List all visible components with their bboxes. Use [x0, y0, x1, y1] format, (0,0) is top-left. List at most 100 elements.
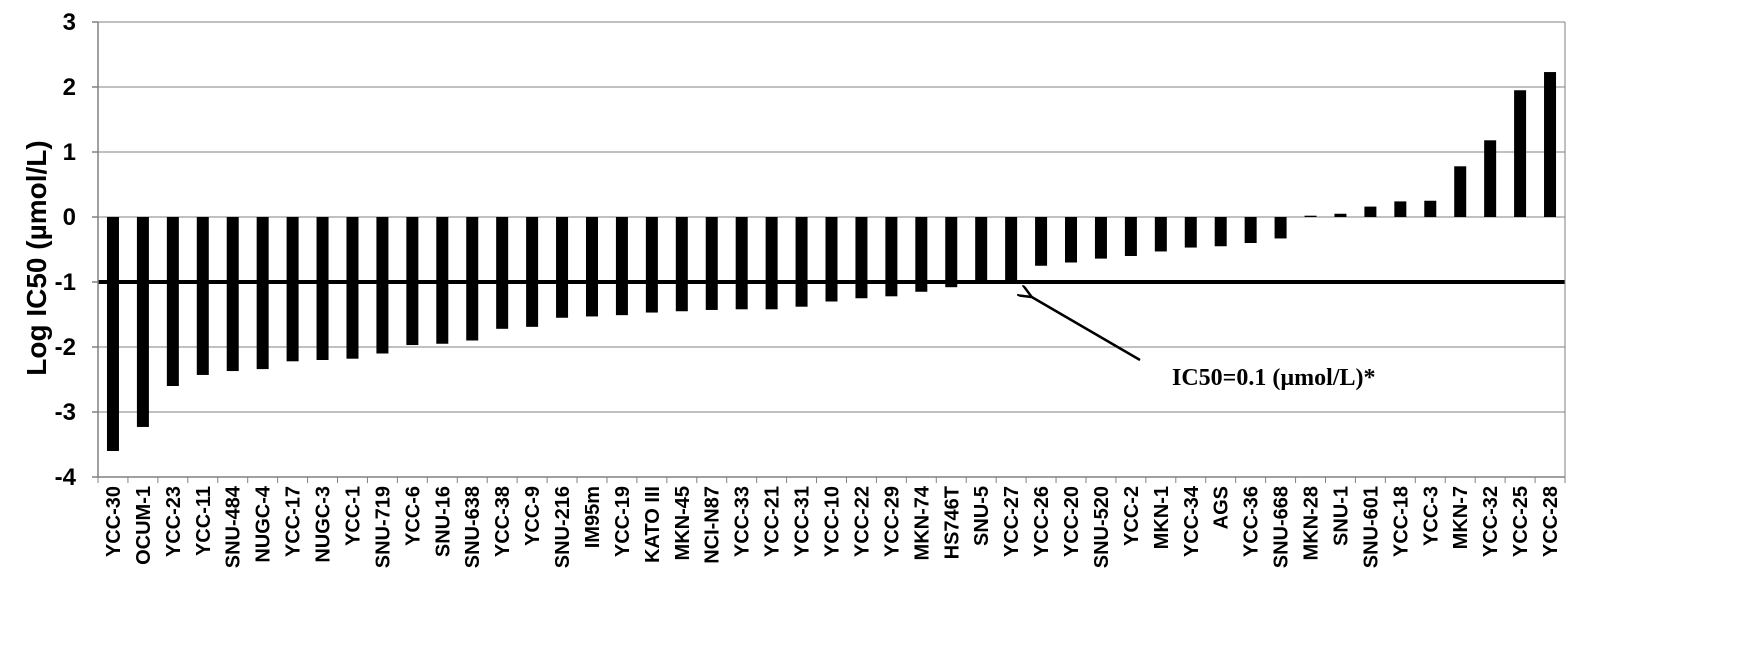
bar	[705, 217, 718, 310]
x-tick-label: YCC-9	[522, 486, 544, 546]
x-tick-label: SNU-216	[552, 486, 574, 568]
bar	[915, 217, 928, 292]
bar	[1154, 217, 1167, 252]
bar	[556, 217, 569, 318]
x-tick-label: NCI-N87	[702, 486, 724, 564]
bar	[1334, 213, 1347, 217]
bar	[615, 217, 628, 316]
annotation-group: IC50=0.1 (µmol/L)*	[1030, 296, 1376, 391]
y-tick-label: 3	[63, 9, 76, 36]
x-tick-label: YCC-32	[1480, 486, 1502, 557]
x-tick-label: YCC-38	[492, 486, 514, 557]
bar	[1094, 217, 1107, 259]
bar	[1035, 217, 1048, 266]
x-tick-label: SNU-601	[1360, 486, 1382, 568]
axes-group	[92, 21, 1566, 483]
bar	[975, 217, 988, 282]
x-tick-label: YCC-36	[1241, 486, 1263, 557]
annotation-text: IC50=0.1 (µmol/L)*	[1172, 365, 1376, 391]
bar	[1005, 217, 1018, 281]
x-tick-label: YCC-22	[851, 486, 873, 557]
x-tick-label: YCC-30	[103, 486, 125, 557]
bar	[825, 217, 838, 302]
bar	[316, 217, 329, 360]
bar	[765, 217, 778, 310]
y-axis-title: Log IC50 (µmol/L)	[21, 140, 52, 375]
bar	[1424, 200, 1437, 217]
x-tick-label: YCC-3	[1420, 486, 1442, 546]
x-tick-label: SNU-668	[1271, 486, 1293, 568]
bar	[526, 217, 539, 327]
x-tick-label: SNU-638	[462, 486, 484, 568]
annotation-arrow	[1030, 296, 1141, 362]
bar	[1274, 217, 1287, 239]
x-tick-label: IM95m	[582, 486, 604, 548]
bar	[136, 217, 149, 427]
x-tick-label: MKN-28	[1301, 486, 1323, 560]
x-tick-label: YCC-34	[1181, 485, 1203, 557]
bar	[1514, 90, 1527, 217]
bar	[496, 217, 509, 329]
bar	[1214, 217, 1227, 247]
x-tick-label: YCC-31	[792, 486, 814, 557]
bar	[1394, 201, 1407, 217]
y-tick-label: -1	[55, 269, 76, 296]
x-tick-label: MKN-1	[1151, 486, 1173, 549]
y-tick-labels: 3 2 1 0 -1 -2 -3 -4	[55, 9, 77, 491]
bar	[376, 217, 389, 354]
bar	[735, 217, 748, 310]
x-tick-label: YCC-28	[1540, 486, 1562, 557]
x-tick-label: NUGC-3	[313, 486, 335, 563]
x-tick-label: YCC-10	[822, 486, 844, 557]
x-tick-label: SNU-484	[223, 485, 245, 568]
bar	[226, 217, 239, 372]
bar	[1454, 166, 1467, 217]
y-tick-label: -2	[55, 334, 76, 361]
bar	[675, 217, 688, 312]
bar	[795, 217, 808, 307]
bar	[945, 217, 958, 288]
y-tick-label: 0	[63, 204, 76, 231]
x-tick-label: MKN-7	[1450, 486, 1472, 549]
bar	[585, 217, 598, 317]
x-tick-label: YCC-26	[1031, 486, 1053, 557]
x-tick-label: SNU-16	[432, 486, 454, 557]
x-tick-label: HS746T	[941, 486, 963, 559]
x-tick-label: SNU-719	[372, 486, 394, 568]
bar	[286, 217, 299, 362]
x-tick-label: YCC-19	[612, 486, 634, 557]
x-tick-label: YCC-27	[1001, 486, 1023, 557]
x-tick-label: SNU-1	[1330, 486, 1352, 546]
bar	[1124, 217, 1137, 256]
x-tick-label: YCC-1	[342, 486, 364, 546]
x-tick-label: OCUM-1	[133, 486, 155, 565]
bar	[1065, 217, 1078, 263]
x-tick-label: KATO III	[642, 486, 664, 563]
bars-group	[106, 72, 1557, 451]
y-tick-label: -3	[55, 399, 76, 426]
x-tick-label: YCC-23	[163, 486, 185, 557]
x-tick-label: YCC-18	[1390, 486, 1412, 557]
y-tick-label: -4	[55, 464, 77, 491]
x-tick-label: NUGC-4	[253, 485, 275, 563]
x-tick-label: YCC-11	[193, 486, 215, 556]
bar	[346, 217, 359, 359]
x-tick-label: YCC-33	[732, 486, 754, 557]
x-tick-label: YCC-2	[1121, 486, 1143, 546]
bar	[1364, 206, 1377, 217]
x-tick-label: SNU-5	[971, 486, 993, 546]
bar	[466, 217, 479, 341]
x-tick-label: YCC-21	[762, 486, 784, 557]
x-tick-label: YCC-29	[881, 486, 903, 557]
x-tick-label: YCC-6	[402, 486, 424, 546]
bar	[1184, 217, 1197, 248]
bar	[885, 217, 898, 297]
x-tick-labels: YCC-30 OCUM-1 YCC-23 YCC-11 SNU-484 NUGC-4 YCC…	[103, 485, 1562, 568]
bar	[166, 217, 179, 386]
bar	[1304, 215, 1317, 217]
bar	[855, 217, 868, 299]
bar	[1244, 217, 1257, 243]
bar	[196, 217, 209, 375]
